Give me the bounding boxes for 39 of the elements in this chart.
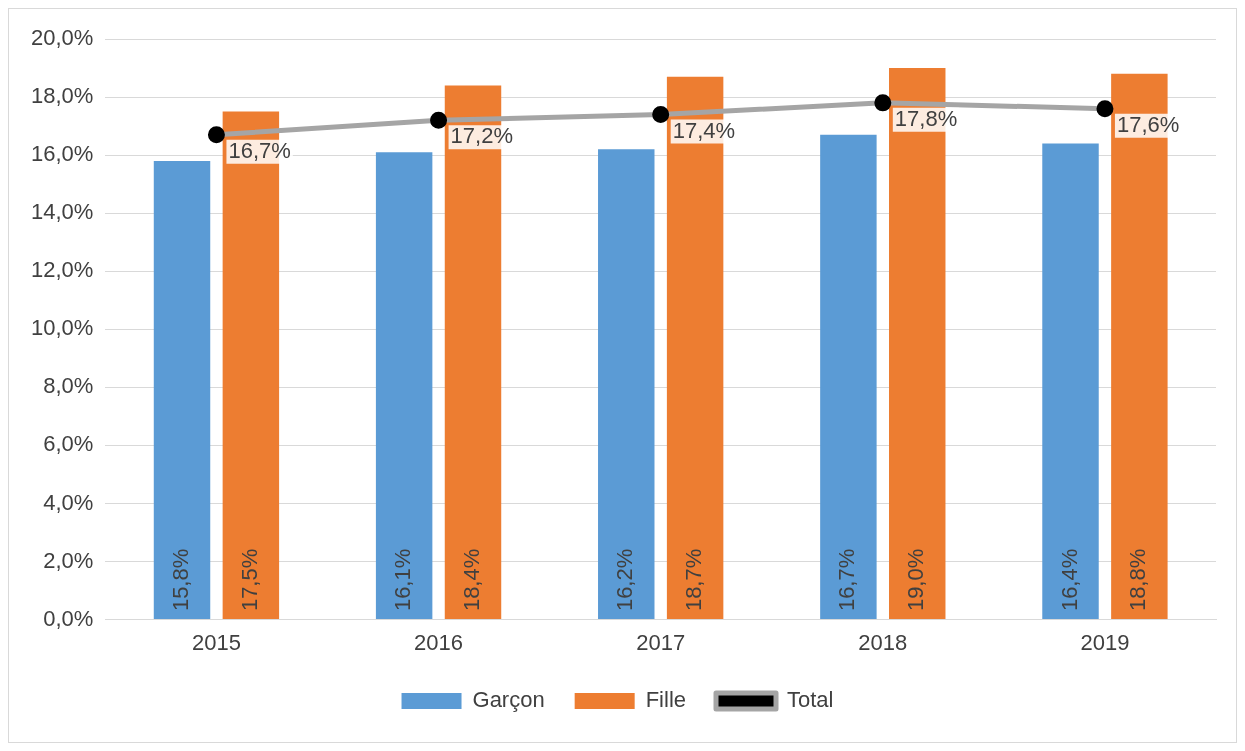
x-tick-label: 2017 <box>636 629 686 655</box>
data-label: 16,1% <box>390 548 416 612</box>
y-tick-label: 12,0% <box>30 257 94 283</box>
bar <box>1042 143 1099 620</box>
y-tick-label: 18,0% <box>30 83 94 109</box>
data-label: 17,4% <box>672 117 736 143</box>
y-tick-label: 10,0% <box>30 315 94 341</box>
data-label: 16,4% <box>1056 548 1082 612</box>
x-tick-label: 2019 <box>1080 629 1130 655</box>
y-tick-label: 16,0% <box>30 141 94 167</box>
y-tick-label: 4,0% <box>43 489 94 515</box>
x-tick-label: 2015 <box>191 629 241 655</box>
y-tick-label: 8,0% <box>43 373 94 399</box>
data-label: 17,6% <box>1116 111 1180 137</box>
data-label: 18,7% <box>681 548 707 612</box>
y-tick-label: 0,0% <box>43 605 94 631</box>
x-tick-label: 2016 <box>414 629 464 655</box>
data-label: 17,5% <box>236 548 262 612</box>
data-label: 18,8% <box>1125 548 1151 612</box>
legend-label: Garçon <box>472 687 545 713</box>
data-label: 16,2% <box>612 548 638 612</box>
data-label: 17,8% <box>894 105 958 131</box>
y-tick-label: 6,0% <box>43 431 94 457</box>
data-label: 17,2% <box>450 123 513 149</box>
data-label: 15,8% <box>168 548 194 612</box>
bar <box>820 134 877 620</box>
x-tick-label: 2018 <box>858 629 908 655</box>
bar <box>153 160 211 620</box>
y-tick-label: 20,0% <box>30 25 94 51</box>
y-tick-label: 14,0% <box>30 199 94 225</box>
data-label: 16,7% <box>228 137 291 163</box>
data-label: 19,0% <box>903 548 929 612</box>
data-label: 18,4% <box>459 548 485 612</box>
bar <box>598 149 655 620</box>
y-tick-label: 2,0% <box>43 547 94 573</box>
legend-label: Total <box>787 687 834 713</box>
legend-label: Fille <box>645 687 687 713</box>
bar <box>375 152 433 620</box>
data-label: 16,7% <box>834 548 860 612</box>
